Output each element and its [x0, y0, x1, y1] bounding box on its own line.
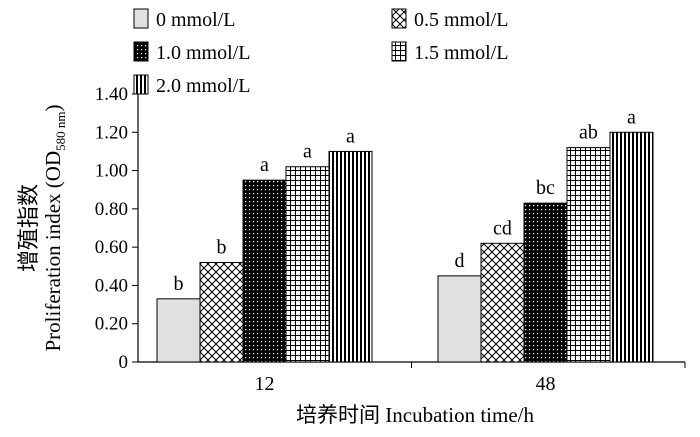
y-tick-label: 0.60	[95, 237, 128, 258]
significance-letter: b	[174, 273, 184, 295]
significance-letter: bc	[536, 177, 555, 199]
legend-swatch	[133, 41, 149, 62]
y-tick-label: 0.20	[95, 314, 128, 335]
significance-letter: a	[627, 106, 636, 128]
y-axis-title-en: Proliferation index (OD580 nm)	[41, 105, 68, 352]
x-category-label: 12	[255, 373, 275, 395]
bars: b b a a a 12 d cd bc ab a 48	[156, 106, 654, 395]
y-tick-label: 0	[119, 352, 129, 373]
significance-letter: d	[455, 250, 465, 272]
significance-letter: cd	[493, 217, 512, 239]
y-axis-label: 增殖指数 Proliferation index (OD580 nm)	[16, 105, 68, 352]
legend-label: 0.5 mmol/L	[414, 9, 508, 31]
bar	[566, 147, 611, 363]
significance-letter: a	[346, 125, 355, 147]
legend-label: 0 mmol/L	[156, 9, 235, 31]
legend: 0 mmol/L 0.5 mmol/L 1.0 mmol/L 1.5 mmol/L 2.…	[133, 8, 508, 97]
y-axis-title-cn-text: 增殖指数	[16, 184, 41, 272]
legend-swatch	[391, 8, 407, 29]
legend-swatch	[391, 41, 407, 62]
y-axis-title-en-text: Proliferation index (OD580 nm)	[41, 105, 68, 352]
bar	[199, 261, 244, 363]
y-tick-label: 1.40	[95, 84, 128, 105]
legend-swatch	[133, 8, 149, 29]
legend-label: 2.0 mmol/L	[156, 75, 250, 97]
significance-letter: a	[303, 141, 312, 163]
bar	[156, 298, 201, 363]
bar	[480, 242, 525, 363]
significance-letter: ab	[579, 122, 598, 144]
legend-swatch	[133, 74, 149, 95]
x-axis-title: 培养时间 Incubation time/h	[296, 403, 534, 427]
y-axis-title-cn: 增殖指数	[16, 184, 41, 272]
y-tick-label: 1.20	[95, 122, 128, 143]
y-tick-label: 0.80	[95, 199, 128, 220]
x-axis-label: 培养时间 Incubation time/h	[296, 403, 534, 427]
y-tick-label: 1.00	[95, 161, 128, 182]
y-tick-label: 0.40	[95, 275, 128, 296]
bar	[242, 179, 287, 363]
legend-label: 1.5 mmol/L	[414, 42, 508, 64]
axes: 0 0.20 0.40 0.60 0.80 1.00 1.20 1.40	[95, 84, 686, 373]
bar	[523, 202, 568, 363]
x-category-label: 48	[536, 373, 556, 395]
bar	[609, 131, 654, 363]
bar	[285, 166, 330, 363]
legend-label: 1.0 mmol/L	[156, 42, 250, 64]
bar	[437, 275, 482, 363]
significance-letter: b	[217, 236, 227, 258]
significance-letter: a	[260, 154, 269, 176]
bar	[328, 150, 373, 363]
